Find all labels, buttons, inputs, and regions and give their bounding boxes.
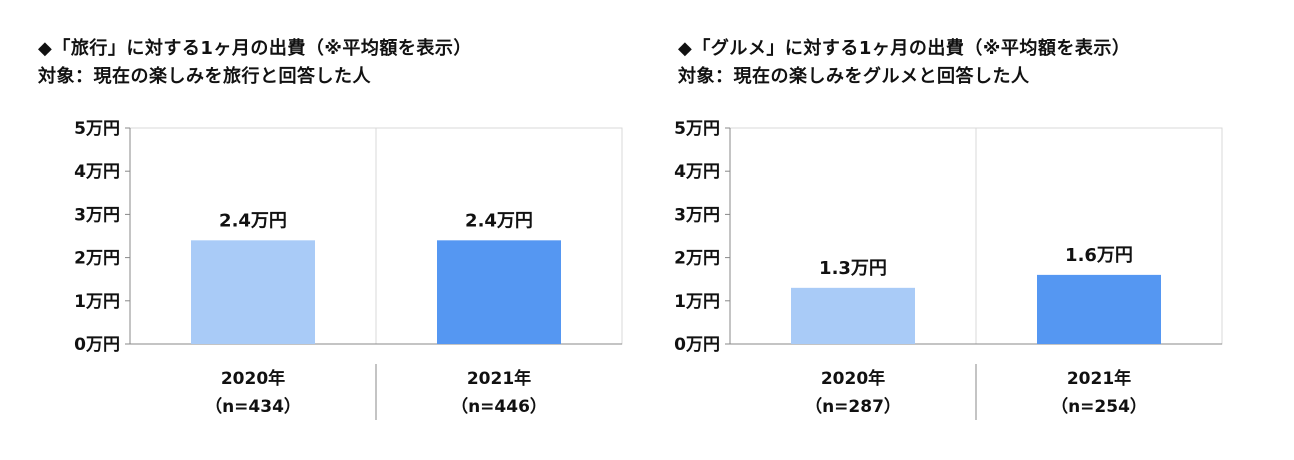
y-tick-label: 4万円 [674,162,720,182]
x-tick-sublabel: （n=446） [451,396,547,417]
data-label: 2.4万円 [465,210,533,231]
x-tick-sublabel: （n=434） [205,396,301,417]
x-tick-label: 2021年 [1067,368,1131,389]
y-tick-label: 5万円 [674,119,720,139]
x-tick-sublabel: （n=254） [1051,396,1147,417]
y-tick-label: 4万円 [74,162,120,182]
chart-subtitle: 対象：現在の楽しみをグルメと回答した人 [678,66,1030,87]
x-tick-label: 2020年 [221,368,285,389]
chart-title: ◆「旅行」に対する1ヶ月の出費（※平均額を表示） [38,38,472,59]
bar [791,287,915,344]
y-tick-label: 5万円 [74,119,120,139]
x-tick-label: 2021年 [467,368,531,389]
data-label: 1.6万円 [1065,245,1133,266]
bar [437,240,561,344]
chart-title: ◆「グルメ」に対する1ヶ月の出費（※平均額を表示） [678,38,1131,59]
chart-panel-gourmet: ◆「グルメ」に対する1ヶ月の出費（※平均額を表示） 対象：現在の楽しみをグルメと… [640,0,1294,460]
y-tick-label: 3万円 [74,205,120,225]
y-tick-label: 3万円 [674,205,720,225]
y-tick-label: 2万円 [74,249,120,269]
y-tick-label: 0万円 [674,335,720,355]
x-tick-label: 2020年 [821,368,885,389]
chart-panel-travel: ◆「旅行」に対する1ヶ月の出費（※平均額を表示） 対象：現在の楽しみを旅行と回答… [0,0,640,460]
y-tick-label: 2万円 [674,249,720,269]
data-label: 1.3万円 [819,258,887,279]
chart-subtitle: 対象：現在の楽しみを旅行と回答した人 [38,66,371,87]
bar [1037,274,1161,344]
y-tick-label: 0万円 [74,335,120,355]
x-tick-sublabel: （n=287） [805,396,901,417]
y-tick-label: 1万円 [674,292,720,312]
bar [191,240,315,344]
bar-chart-travel: 0万円 1万円 2万円 3万円 4万円 5万円 2.4万円 2020年 （n=434） 2.4万円… [74,119,623,420]
bar-chart-gourmet: 0万円 1万円 2万円 3万円 4万円 5万円 1.3万円 2020年 （n=287） 1.6万円… [674,119,1223,420]
data-label: 2.4万円 [219,210,287,231]
y-tick-label: 1万円 [74,292,120,312]
